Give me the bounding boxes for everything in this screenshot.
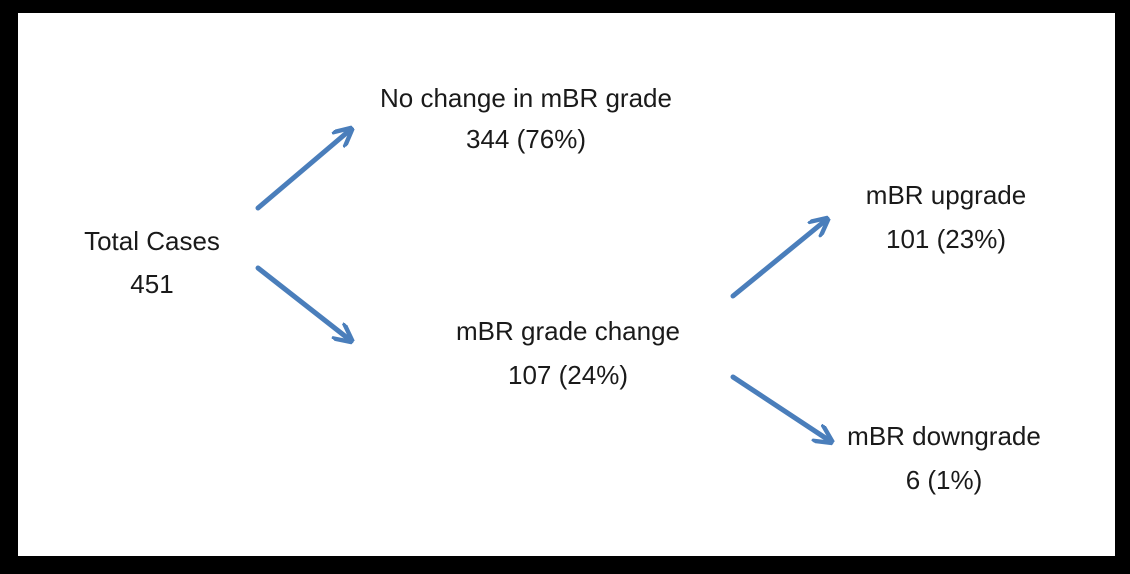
node-label: mBR upgrade — [866, 180, 1026, 210]
node-value: 101 (23%) — [886, 224, 1006, 254]
node-value: 451 — [130, 269, 173, 299]
node-value: 107 (24%) — [508, 360, 628, 390]
arrow — [255, 130, 350, 211]
arrow — [730, 220, 826, 299]
node-value: 6 (1%) — [906, 465, 983, 495]
node-label: mBR grade change — [456, 316, 680, 346]
arrow — [255, 265, 350, 340]
node-label: No change in mBR grade — [380, 83, 672, 113]
node-value: 344 (76%) — [466, 124, 586, 154]
arrow — [730, 374, 830, 441]
canvas — [18, 13, 1115, 556]
node-label: Total Cases — [84, 226, 220, 256]
node-label: mBR downgrade — [847, 421, 1041, 451]
